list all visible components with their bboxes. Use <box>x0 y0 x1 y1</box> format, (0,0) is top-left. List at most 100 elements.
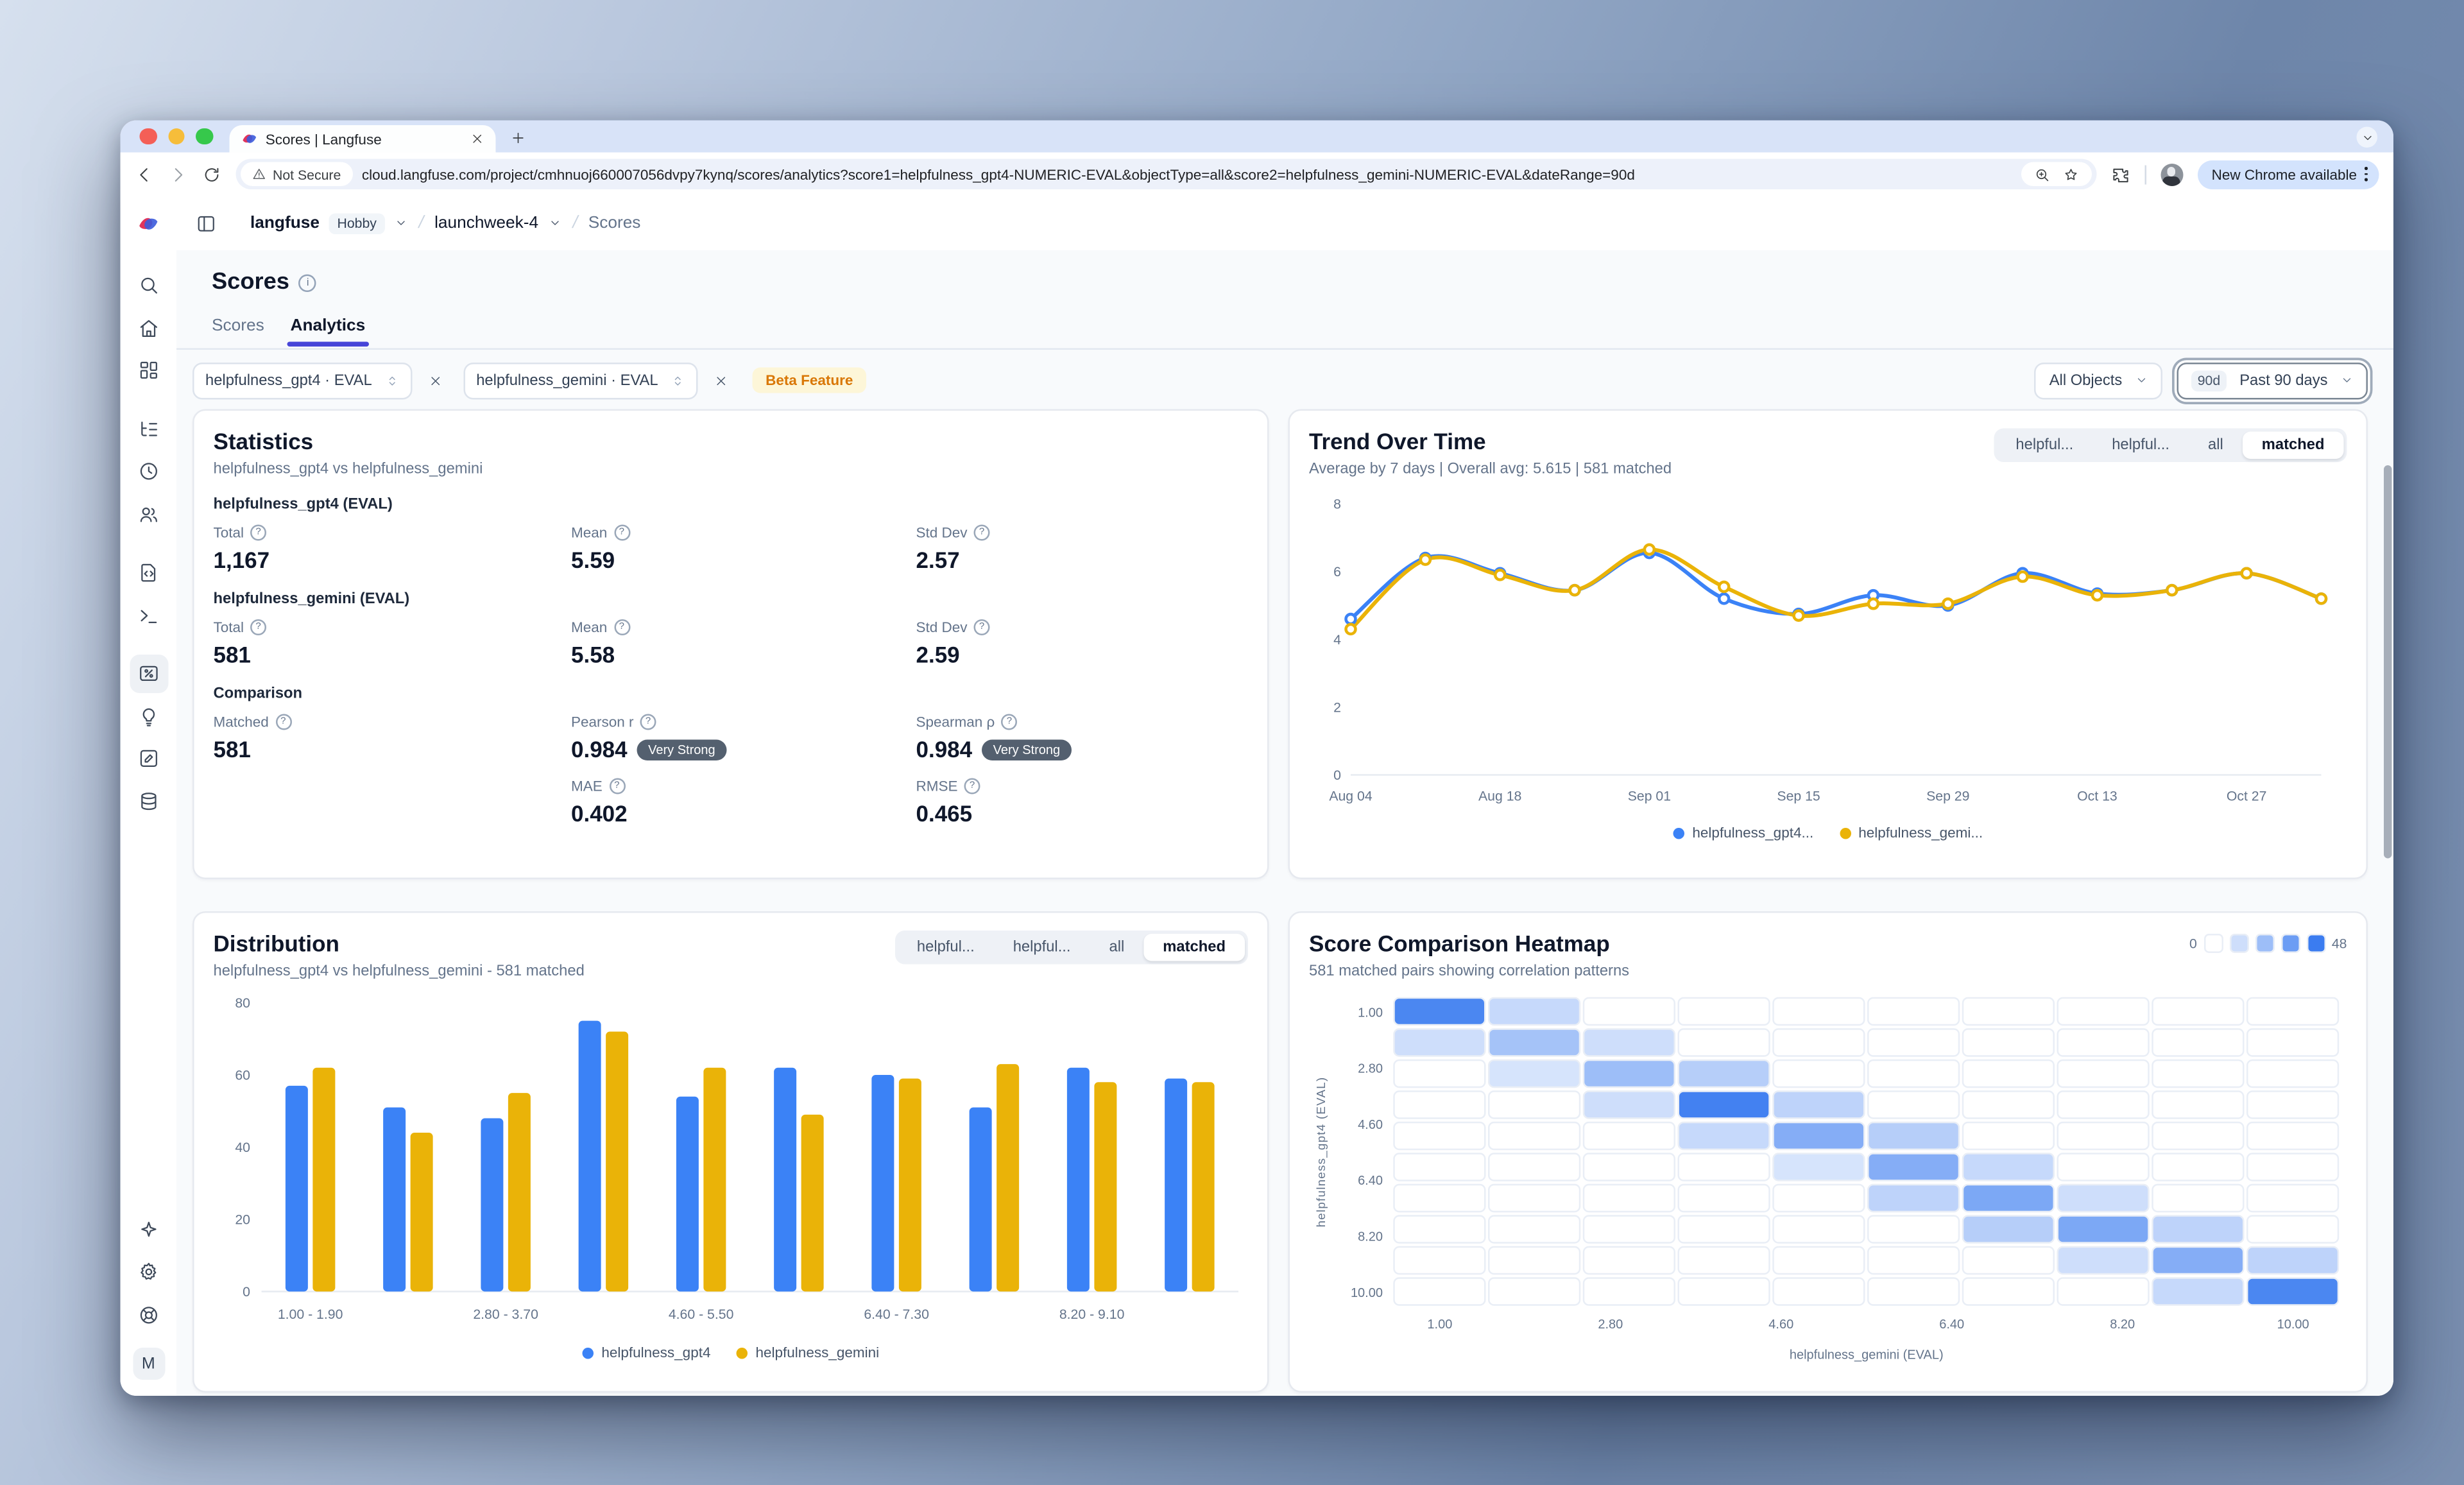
back-button[interactable] <box>135 164 154 184</box>
sidebar-item-support[interactable] <box>129 1296 167 1334</box>
strength-badge: Very Strong <box>637 739 727 760</box>
help-icon[interactable]: ? <box>973 619 990 635</box>
info-icon[interactable]: i <box>298 273 317 291</box>
legend-dot <box>1839 827 1851 839</box>
sidebar-item-evaluation[interactable] <box>129 697 167 735</box>
heatmap-chart: 1.00 1.00 2.80 2.80 4.60 4.60 6.40 6.40 8.20 8.20… <box>1314 997 2340 1362</box>
stats-section: helpfulness_gpt4 (EVAL) Total? 1,167 Mean? 5… <box>214 496 1249 573</box>
chevron-down-icon <box>2135 374 2148 387</box>
toggle-helpful[interactable]: helpful... <box>898 934 994 961</box>
stat-value: 1,167 <box>213 547 270 573</box>
tab-close-icon[interactable] <box>469 132 484 146</box>
profile-avatar[interactable] <box>2160 162 2183 185</box>
legend-item[interactable]: helpfulness_gpt4 <box>582 1344 711 1361</box>
statistics-subtitle: helpfulness_gpt4 vs helpfulness_gemini <box>213 460 483 479</box>
annotation-icon <box>137 748 159 770</box>
tab-search-button[interactable] <box>2356 126 2377 148</box>
stat-label: Mean? <box>571 524 916 541</box>
chrome-update-pill[interactable]: New Chrome available <box>2197 159 2379 189</box>
help-icon[interactable]: ? <box>964 778 980 794</box>
sidebar-item-tracing[interactable] <box>129 410 167 449</box>
breadcrumb-page: Scores <box>588 213 641 233</box>
help-icon[interactable]: ? <box>250 524 267 541</box>
toggle-matched[interactable]: matched <box>1143 934 1245 961</box>
svg-text:60: 60 <box>235 1068 250 1083</box>
legend-item[interactable]: helpfulness_gpt4... <box>1673 825 1813 841</box>
sidebar-item-datasets[interactable] <box>129 782 167 821</box>
zoom-icon[interactable] <box>2033 166 2049 182</box>
help-icon[interactable]: ? <box>973 524 990 541</box>
svg-text:Aug 04: Aug 04 <box>1329 789 1373 804</box>
distribution-view-toggle: helpful... helpful... all matched <box>894 931 1248 965</box>
object-type-select[interactable]: All Objects <box>2035 361 2162 399</box>
toggle-helpful[interactable]: helpful... <box>1996 432 2092 459</box>
legend-label: helpfulness_gpt4 <box>601 1344 711 1361</box>
trend-subtitle: Average by 7 days | Overall avg: 5.615 |… <box>1309 460 1672 479</box>
legend-item[interactable]: helpfulness_gemi... <box>1839 825 1983 841</box>
sidebar-item-settings[interactable] <box>129 1253 167 1292</box>
toggle-matched[interactable]: matched <box>2242 431 2344 459</box>
date-range-select[interactable]: 90d Past 90 days <box>2177 361 2368 399</box>
maximize-window-button[interactable] <box>196 128 213 145</box>
chevron-down-icon[interactable] <box>548 217 561 230</box>
kebab-menu-icon[interactable] <box>2365 167 2368 181</box>
help-icon[interactable]: ? <box>613 524 630 541</box>
svg-text:0: 0 <box>243 1284 250 1300</box>
toggle-helpful[interactable]: helpful... <box>994 934 1090 961</box>
heatmap-card: Score Comparison Heatmap 581 matched pai… <box>1288 911 2368 1393</box>
toggle-all[interactable]: all <box>2189 432 2243 459</box>
toggle-helpful[interactable]: helpful... <box>2092 432 2189 459</box>
reload-button[interactable] <box>202 164 221 184</box>
help-icon[interactable]: ? <box>275 714 291 730</box>
sidebar-item-annotation[interactable] <box>129 740 167 778</box>
score2-select[interactable]: helpfulness_gemini · EVAL <box>463 361 699 399</box>
sidebar-item-scores[interactable] <box>129 655 168 693</box>
not-secure-badge[interactable]: Not Secure <box>241 162 352 186</box>
heatmap-subtitle: 581 matched pairs showing correlation pa… <box>1309 963 1630 981</box>
breadcrumb-divider: / <box>570 213 579 233</box>
remove-score2-icon[interactable] <box>714 373 729 388</box>
minimize-window-button[interactable] <box>167 128 185 145</box>
breadcrumb-divider: / <box>416 213 425 233</box>
sidebar-item-home[interactable] <box>129 309 167 347</box>
stat: Mean? 5.58 <box>571 619 916 667</box>
sidebar-item-playground[interactable] <box>129 596 167 635</box>
tab-scores[interactable]: Scores <box>212 316 264 336</box>
sidebar-item-prompts[interactable] <box>129 554 167 592</box>
help-icon[interactable]: ? <box>640 714 656 730</box>
extensions-icon[interactable] <box>2110 164 2130 184</box>
tab-analytics[interactable]: Analytics <box>287 316 368 347</box>
new-tab-button[interactable] <box>509 130 526 146</box>
score1-label: helpfulness_gpt4 · EVAL <box>205 371 372 390</box>
user-avatar[interactable]: M <box>132 1348 165 1380</box>
breadcrumb-org[interactable]: langfuse <box>250 213 320 233</box>
score1-select[interactable]: helpfulness_gpt4 · EVAL <box>193 361 413 399</box>
sidebar-item-dashboards[interactable] <box>129 352 167 390</box>
sidebar-item-search[interactable] <box>129 266 167 305</box>
help-icon[interactable]: ? <box>1001 714 1018 730</box>
remove-score1-icon[interactable] <box>428 373 443 388</box>
support-icon <box>137 1304 159 1326</box>
toggle-all[interactable]: all <box>1090 934 1144 961</box>
scrollbar-thumb[interactable] <box>2384 465 2392 859</box>
sidebar-item-users[interactable] <box>129 495 167 533</box>
browser-tab[interactable]: Scores | Langfuse <box>228 125 495 153</box>
svg-text:10.00: 10.00 <box>2277 1318 2309 1332</box>
breadcrumb-project[interactable]: launchweek-4 <box>434 213 539 233</box>
bookmark-star-icon[interactable] <box>2062 166 2078 182</box>
sidebar-item-sessions[interactable] <box>129 452 167 491</box>
legend-item[interactable]: helpfulness_gemini <box>736 1344 879 1361</box>
date-range-short: 90d <box>2191 370 2227 391</box>
help-icon[interactable]: ? <box>250 619 267 635</box>
sidebar-item-whats-new[interactable] <box>129 1210 167 1249</box>
svg-text:4.60: 4.60 <box>1768 1318 1793 1332</box>
help-icon[interactable]: ? <box>608 778 625 794</box>
tab-strip: Scores | Langfuse <box>120 120 2393 153</box>
sidebar-toggle-icon[interactable] <box>196 212 217 234</box>
close-window-button[interactable] <box>139 128 157 145</box>
chevron-down-icon[interactable] <box>394 217 407 230</box>
date-range-value: Past 90 days <box>2239 371 2328 390</box>
forward-button[interactable] <box>169 164 188 184</box>
url-bar[interactable]: Not Secure cloud.langfuse.com/project/cm… <box>235 159 2096 189</box>
help-icon[interactable]: ? <box>613 619 630 635</box>
